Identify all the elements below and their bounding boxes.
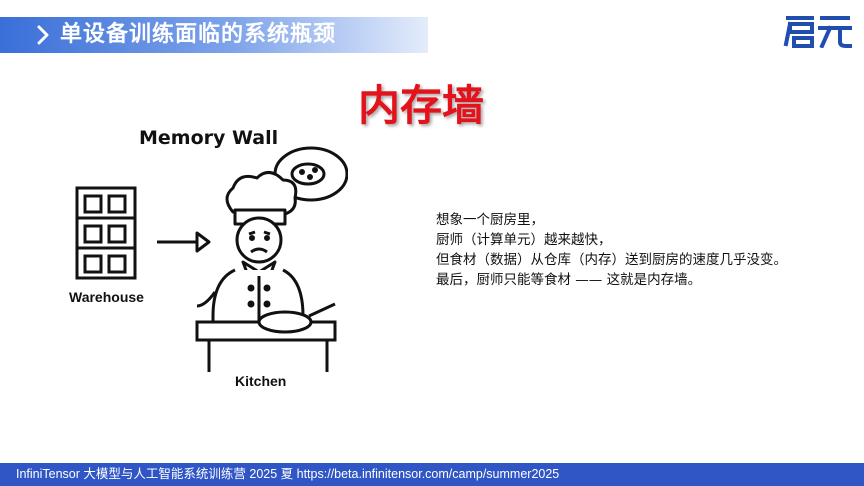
illustration-title: Memory Wall bbox=[139, 127, 278, 149]
page-title: 单设备训练面临的系统瓶颈 bbox=[60, 22, 337, 47]
kitchen-table-icon bbox=[195, 302, 337, 372]
explanation-text: 想象一个厨房里， 厨师（计算单元）越来越快， 但食材（数据）从仓库（内存）送到厨… bbox=[436, 210, 856, 290]
explanation-line: 最后，厨师只能等食材 —— 这就是内存墙。 bbox=[436, 272, 702, 288]
chevron-right-icon bbox=[37, 25, 49, 45]
warehouse-label: Warehouse bbox=[69, 289, 144, 305]
arrow-right-icon bbox=[157, 231, 211, 253]
explanation-line: 想象一个厨房里， bbox=[436, 212, 544, 228]
footer-bar: InfiniTensor 大模型与人工智能系统训练营 2025 夏 https:… bbox=[0, 463, 864, 486]
chef-icon bbox=[196, 171, 305, 324]
explanation-line: 厨师（计算单元）越来越快， bbox=[436, 232, 612, 248]
memory-wall-illustration: Memory Wall Warehouse bbox=[63, 116, 348, 400]
warehouse-shelf-icon bbox=[75, 186, 137, 280]
footer-text: InfiniTensor 大模型与人工智能系统训练营 2025 夏 https:… bbox=[16, 467, 560, 481]
explanation-line: 但食材（数据）从仓库（内存）送到厨房的速度几乎没变。 bbox=[436, 252, 787, 268]
kitchen-label: Kitchen bbox=[235, 373, 286, 389]
memory-wall-heading: 内存墙 bbox=[358, 81, 485, 130]
header-bar bbox=[0, 17, 428, 53]
brand-logo bbox=[783, 16, 852, 48]
